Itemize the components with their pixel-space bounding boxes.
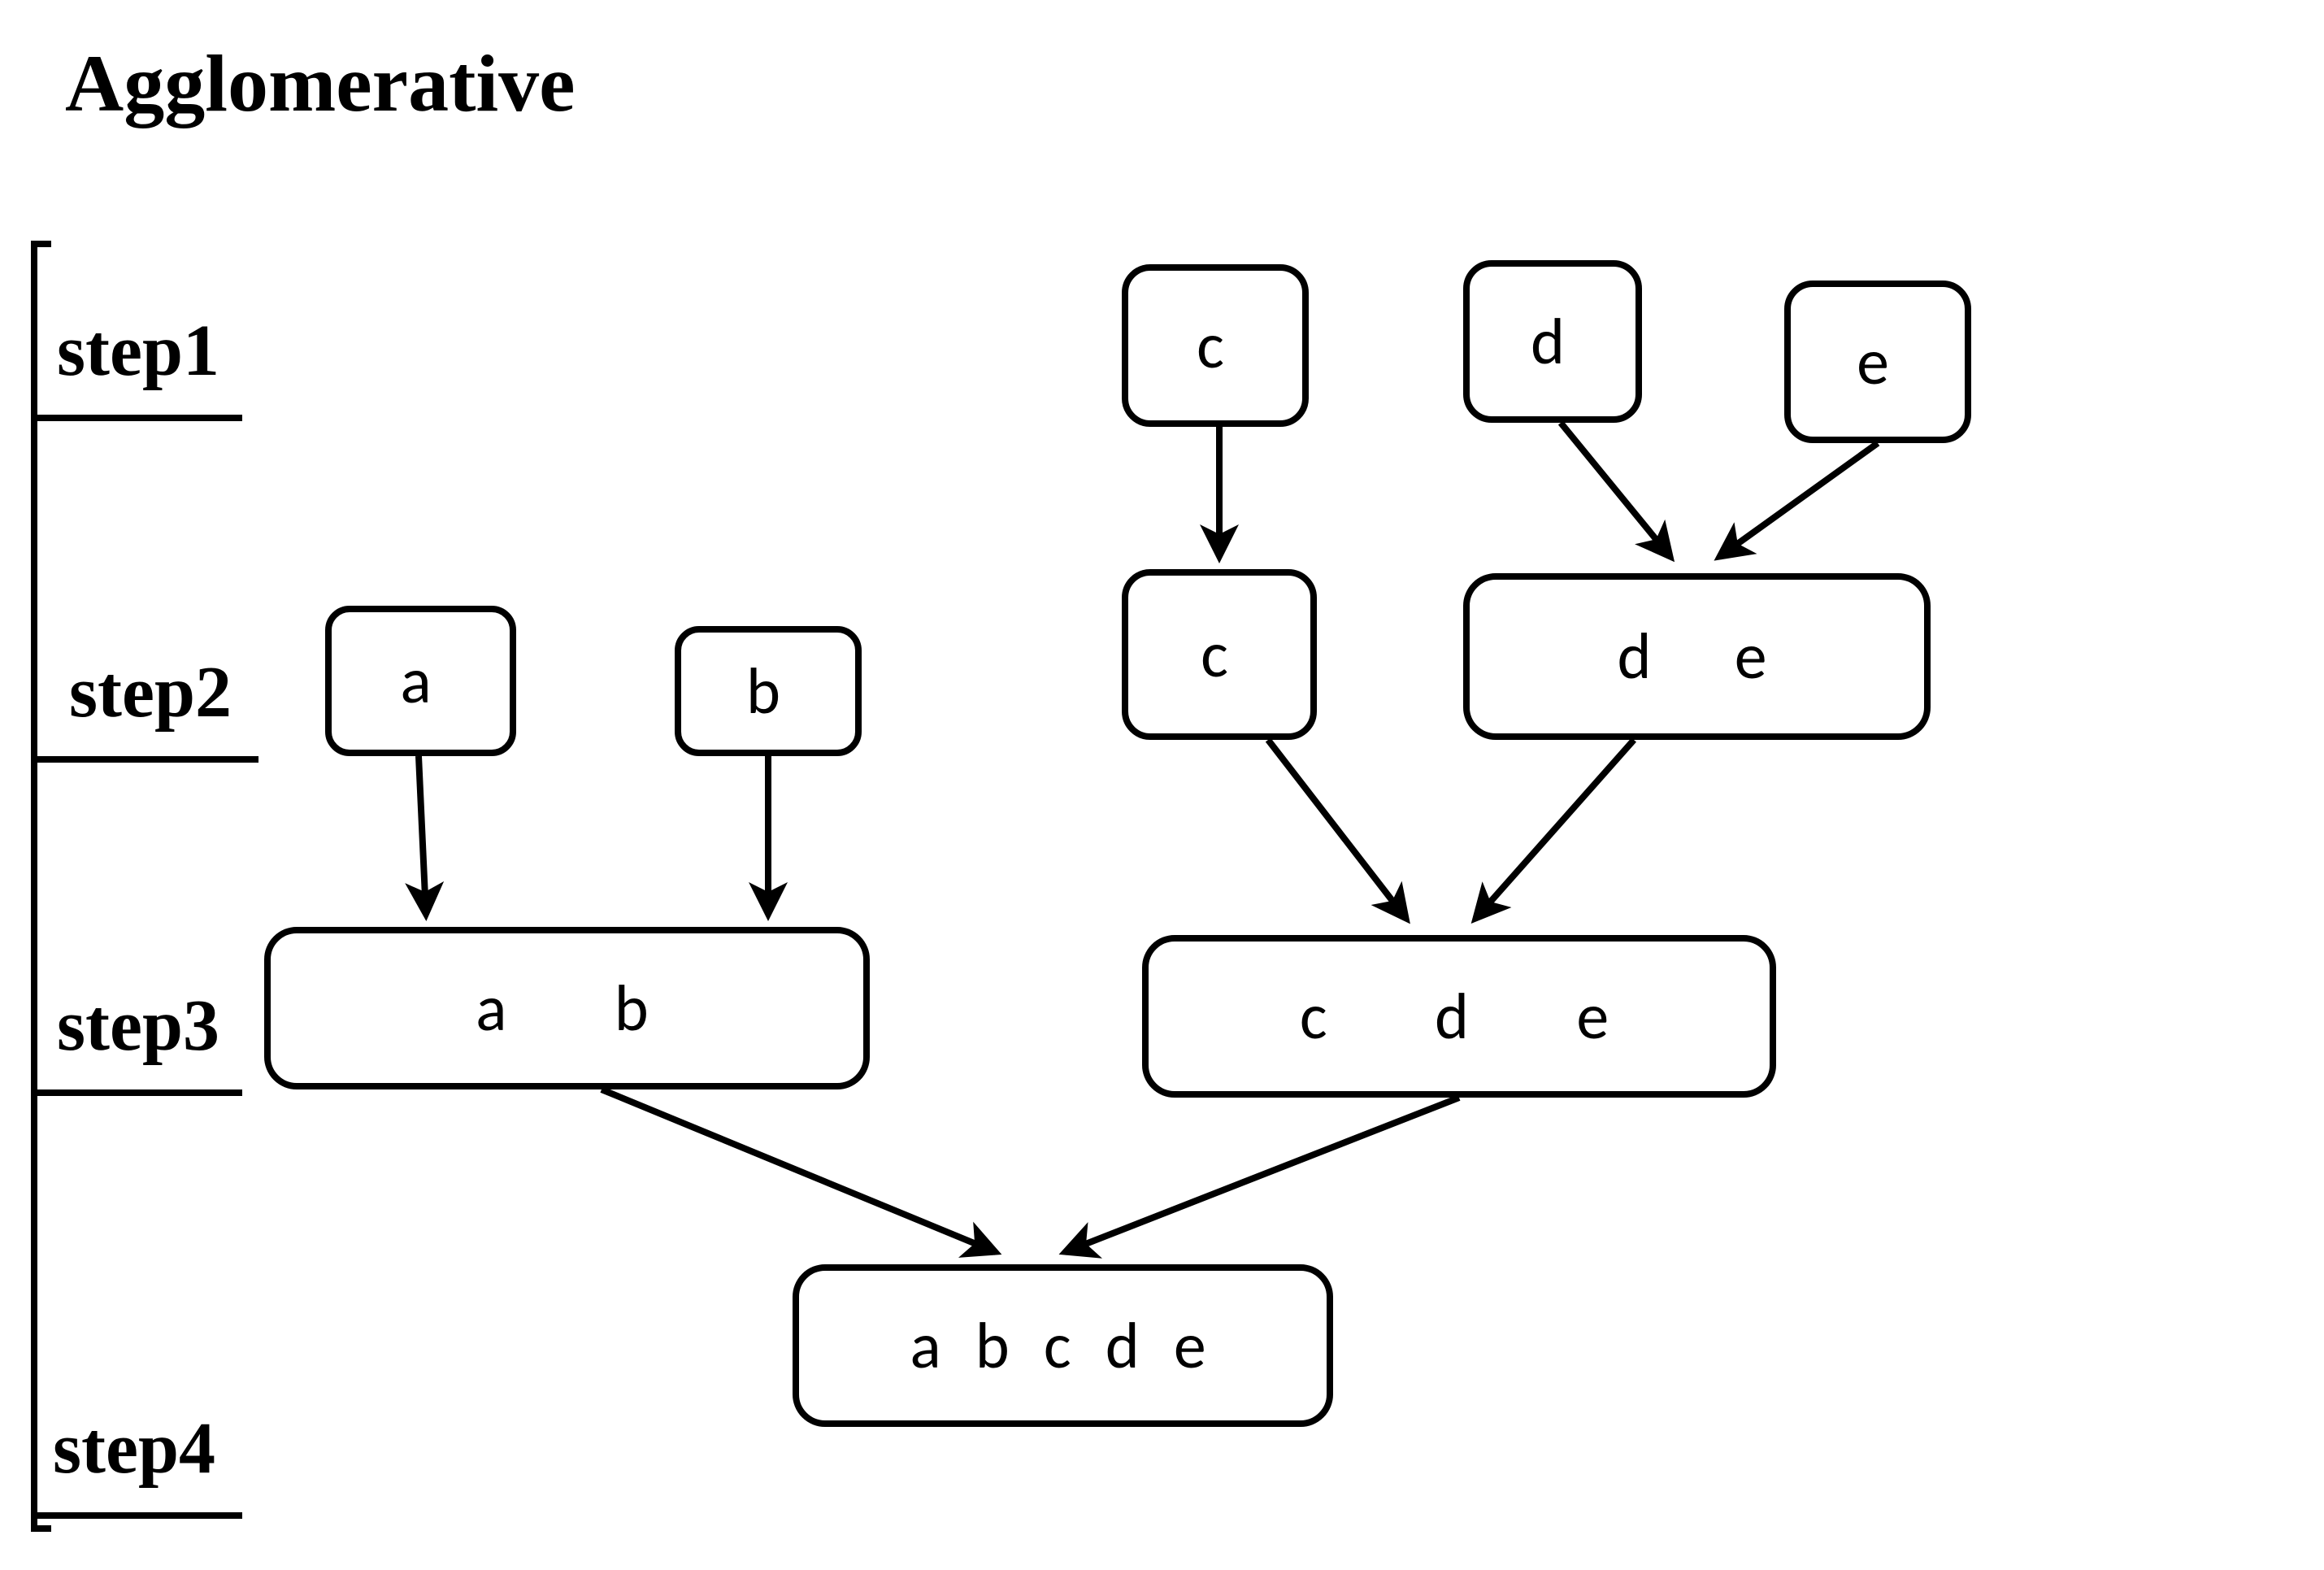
edge-cde3-abcde <box>1065 1098 1459 1252</box>
node-ab-step3: a b <box>264 927 870 1089</box>
diagram-title: Agglomerative <box>65 37 576 130</box>
step-underline-1 <box>31 415 242 421</box>
step-underline-4 <box>31 1512 242 1519</box>
step-label-4: step4 <box>53 1407 215 1490</box>
node-abcde-step4: a b c d e <box>793 1264 1333 1427</box>
node-d-step1: d <box>1463 260 1642 423</box>
edge-c2-cde3 <box>1268 740 1406 919</box>
node-e-step1: e <box>1784 281 1971 443</box>
node-c-step1: c <box>1122 264 1309 427</box>
node-de-step2: d e <box>1463 573 1931 740</box>
step-label-2: step2 <box>69 650 232 734</box>
edge-a2-ab3 <box>419 756 426 915</box>
edge-de2-cde3 <box>1475 740 1634 919</box>
step-label-1: step1 <box>57 309 219 393</box>
edge-d1-de2 <box>1561 423 1670 557</box>
node-cde-step3: c d e <box>1142 935 1776 1098</box>
node-c-step2: c <box>1122 569 1317 740</box>
step-underline-2 <box>31 756 258 763</box>
node-a-step2: a <box>325 606 516 756</box>
step-label-3: step3 <box>57 984 219 1068</box>
step-underline-3 <box>31 1089 242 1096</box>
node-b-step2: b <box>675 626 862 756</box>
steps-bracket <box>31 244 37 1529</box>
edge-e1-de2 <box>1719 443 1878 557</box>
edge-ab3-abcde <box>602 1089 996 1252</box>
